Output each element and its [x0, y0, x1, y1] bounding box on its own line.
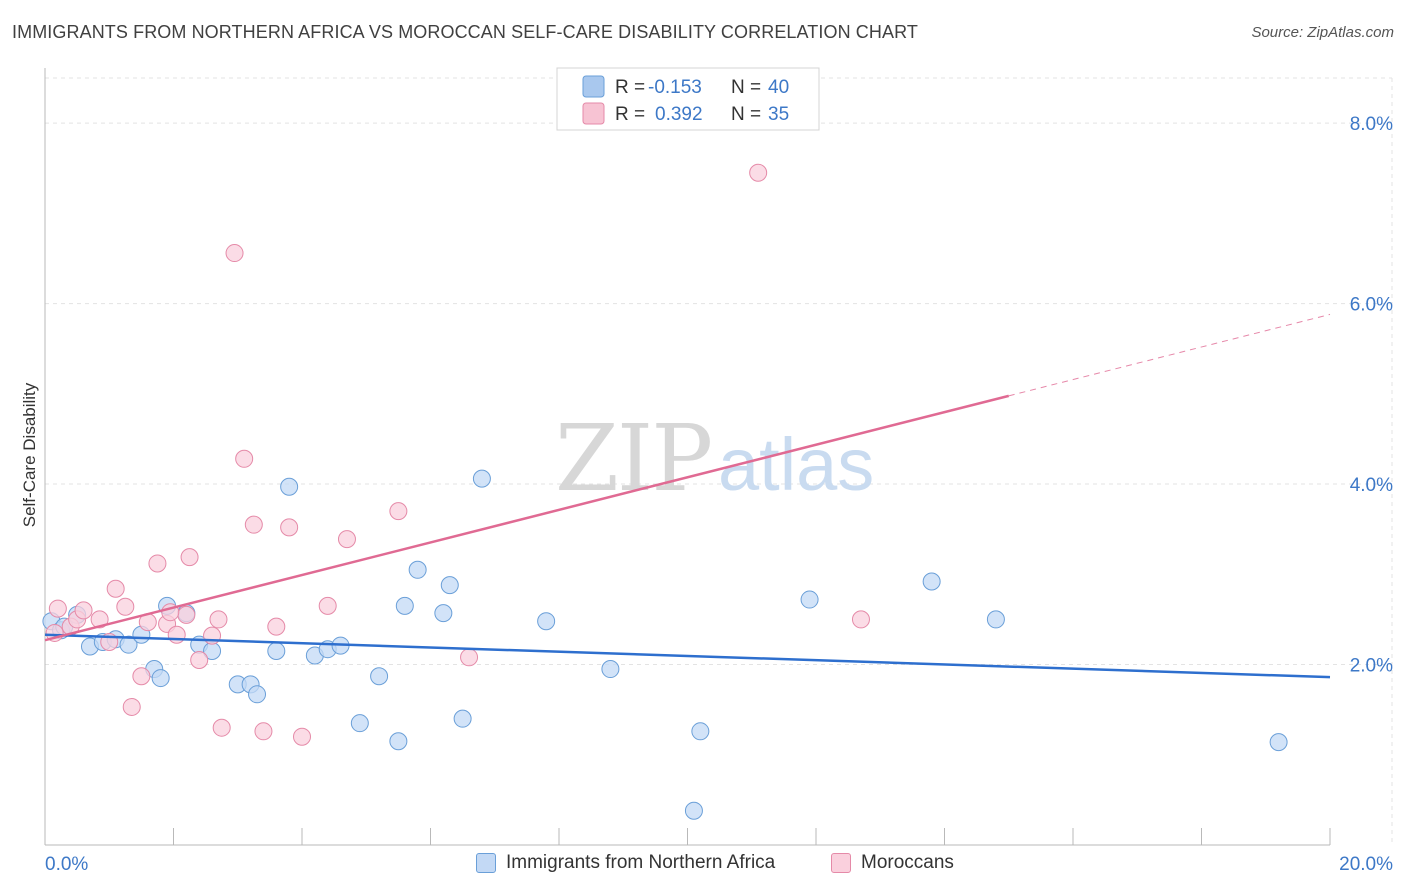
- data-point: [440, 576, 459, 595]
- data-point: [691, 722, 710, 741]
- legend-swatch-blue: [582, 75, 605, 98]
- data-point: [280, 518, 299, 537]
- data-point: [408, 560, 427, 579]
- correlation-legend: R = -0.153 N = 40 R = 0.392 N = 35: [556, 67, 820, 131]
- data-point: [460, 648, 479, 667]
- data-point: [389, 502, 408, 521]
- legend-label-moroccans: Moroccans: [861, 852, 954, 873]
- data-point: [337, 530, 356, 549]
- data-point: [684, 801, 703, 820]
- data-point: [293, 727, 311, 746]
- data-point: [190, 651, 209, 670]
- legend-n-value-blue: 40: [768, 77, 789, 98]
- data-point: [472, 469, 491, 488]
- data-point: [177, 605, 196, 624]
- data-point: [370, 667, 389, 686]
- legend-swatch-moroccans: [831, 853, 851, 873]
- chart-title: IMMIGRANTS FROM NORTHERN AFRICA VS MOROC…: [12, 22, 918, 42]
- data-point: [212, 718, 231, 737]
- data-point: [122, 697, 141, 716]
- y-tick-label: 4.0%: [1350, 475, 1393, 496]
- data-point: [537, 612, 556, 631]
- data-point: [48, 599, 67, 618]
- data-point: [106, 579, 125, 598]
- legend-swatch-northern-africa: [476, 853, 496, 873]
- data-point: [148, 554, 167, 573]
- data-point: [209, 610, 228, 629]
- data-point: [254, 722, 273, 741]
- x-tick-label-end: 20.0%: [1339, 854, 1393, 875]
- legend-n-label-blue: N =: [731, 77, 761, 98]
- y-axis-label: Self-Care Disability: [20, 382, 39, 527]
- legend-n-label-pink: N =: [731, 104, 761, 125]
- data-point: [248, 685, 267, 704]
- data-point: [434, 604, 453, 623]
- legend-r-value-pink: 0.392: [655, 104, 703, 125]
- watermark: ZIP atlas: [555, 405, 874, 512]
- data-point: [267, 641, 286, 660]
- legend-item-moroccans: Moroccans: [831, 852, 954, 874]
- data-point: [800, 590, 819, 609]
- data-point: [180, 548, 199, 567]
- data-point: [280, 477, 299, 496]
- legend-r-label-blue: R =: [615, 77, 645, 98]
- trend-line-moroccans: [44, 394, 1010, 642]
- chart-source: Source: ZipAtlas.com: [1251, 24, 1394, 41]
- data-point: [74, 601, 93, 620]
- data-point: [749, 163, 768, 182]
- legend-label-northern-africa: Immigrants from Northern Africa: [506, 852, 776, 873]
- series-legend: Immigrants from Northern Africa Moroccan…: [0, 852, 1406, 878]
- data-point: [267, 617, 286, 636]
- legend-n-value-pink: 35: [768, 104, 789, 125]
- data-point: [601, 660, 620, 679]
- data-point: [851, 610, 870, 629]
- data-point: [90, 610, 109, 629]
- data-point: [225, 244, 244, 263]
- data-point: [151, 669, 170, 688]
- data-point: [453, 709, 472, 728]
- legend-swatch-pink: [582, 102, 605, 125]
- legend-item-northern-africa: Immigrants from Northern Africa: [476, 852, 775, 874]
- trend-line-extension-moroccans: [1008, 313, 1331, 397]
- axes: [44, 68, 1331, 846]
- x-tick-label-start: 0.0%: [45, 854, 88, 875]
- x-tick-labels: 0.0% 20.0%: [45, 854, 1393, 875]
- data-point: [116, 597, 135, 616]
- data-point: [395, 596, 414, 615]
- data-point: [1269, 733, 1288, 752]
- data-point: [986, 610, 1005, 629]
- watermark-zip: ZIP: [555, 405, 711, 512]
- data-point: [132, 667, 151, 686]
- data-point: [167, 625, 186, 644]
- data-point: [244, 515, 263, 534]
- legend-r-value-blue: -0.153: [648, 77, 702, 98]
- y-tick-label: 6.0%: [1350, 295, 1393, 316]
- y-tick-labels: 2.0% 4.0% 6.0% 8.0%: [1350, 114, 1393, 676]
- data-point: [922, 572, 941, 591]
- y-tick-label: 8.0%: [1350, 114, 1393, 135]
- data-point: [318, 596, 337, 615]
- legend-r-label-pink: R =: [615, 104, 645, 125]
- data-point: [350, 714, 369, 733]
- y-tick-label: 2.0%: [1350, 656, 1393, 677]
- series-points-northern-africa: [42, 469, 1288, 820]
- trend-lines: [44, 313, 1331, 679]
- data-point: [235, 449, 254, 468]
- trend-line-northern-africa: [44, 633, 1331, 679]
- data-point: [119, 635, 138, 654]
- data-point: [389, 732, 408, 751]
